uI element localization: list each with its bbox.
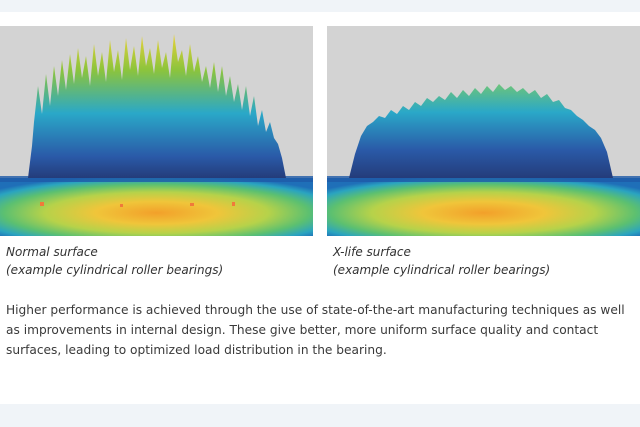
normal-surface-caption: Normal surface (example cylindrical roll… (6, 243, 223, 279)
xlife-surface-image (327, 26, 640, 236)
xlife-surface-plot (327, 84, 640, 236)
caption-title: X-life surface (333, 245, 411, 259)
surface-profile (349, 84, 613, 178)
caption-title: Normal surface (6, 245, 98, 259)
caption-subtitle: (example cylindrical roller bearings) (333, 263, 551, 277)
normal-surface-image (0, 26, 313, 236)
normal-surface-plot (0, 34, 313, 236)
caption-subtitle: (example cylindrical roller bearings) (6, 263, 224, 277)
bottom-footer-strip (0, 404, 640, 427)
heat-map-area (327, 178, 640, 236)
surface-profile (28, 34, 286, 178)
xlife-surface-caption: X-life surface (example cylindrical roll… (333, 243, 550, 279)
description-paragraph: Higher performance is achieved through t… (6, 303, 625, 357)
heat-map-area (0, 178, 313, 236)
top-banner-strip (0, 0, 640, 12)
